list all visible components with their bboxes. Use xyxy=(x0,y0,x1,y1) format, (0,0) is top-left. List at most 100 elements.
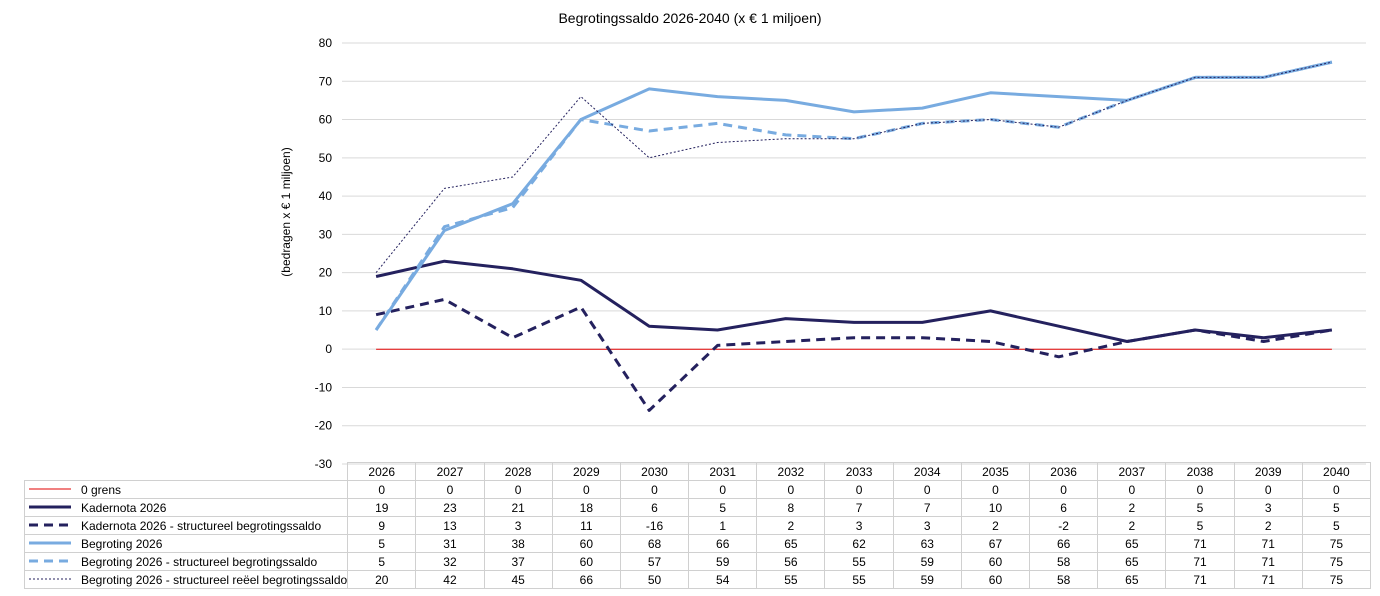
data-label: 5 xyxy=(1165,498,1235,517)
data-label: 0 xyxy=(1029,480,1099,499)
data-label: 0 xyxy=(892,480,962,499)
data-label: 6 xyxy=(619,498,690,517)
legend-swatch xyxy=(29,541,71,545)
table-row: Begroting 2026 - structureel begrotingss… xyxy=(23,552,1371,571)
data-label: 32 xyxy=(415,552,485,571)
data-label: 65 xyxy=(756,534,826,553)
data-label: 68 xyxy=(619,534,690,553)
chart-title: Begrotingssaldo 2026-2040 (x € 1 miljoen… xyxy=(558,10,822,26)
data-label: 6 xyxy=(1029,498,1099,517)
data-label: 31 xyxy=(415,534,485,553)
data-label: 19 xyxy=(347,498,417,517)
y-tick-labels: 80 70 60 50 40 30 20 10 0 -10 -20 -30 xyxy=(315,36,333,471)
data-label: 0 xyxy=(1165,480,1235,499)
gridlines xyxy=(342,42,1366,465)
x-tick-label: 2034 xyxy=(892,462,962,481)
y-tick-label: 60 xyxy=(319,113,333,127)
data-label: 63 xyxy=(892,534,962,553)
x-tick-label: 2033 xyxy=(824,462,894,481)
data-label: 71 xyxy=(1233,570,1303,589)
data-label: 71 xyxy=(1233,534,1303,553)
data-label: 0 xyxy=(688,480,758,499)
data-label: 42 xyxy=(415,570,485,589)
data-label: 60 xyxy=(960,552,1031,571)
y-tick-label: -30 xyxy=(315,457,333,471)
data-label: 9 xyxy=(347,516,417,535)
x-tick-label: 2026 xyxy=(347,462,417,481)
legend-swatch xyxy=(29,578,71,580)
series-line-2 xyxy=(375,297,1333,412)
legend-entry: Begroting 2026 xyxy=(23,534,349,553)
data-label: 0 xyxy=(960,480,1031,499)
x-tick-label: 2029 xyxy=(551,462,621,481)
data-label: 7 xyxy=(824,498,894,517)
legend-entry: 0 grens xyxy=(23,480,349,499)
table-row: Kadernota 2026 - structureel begrotingss… xyxy=(23,516,1371,535)
data-label: 65 xyxy=(1097,534,1167,553)
table-row: 0 grens 0 0 0 0 0 0 0 0 0 0 0 0 0 0 0 xyxy=(23,480,1371,499)
legend-label: Begroting 2026 - structureel begrotingss… xyxy=(81,554,318,569)
data-label: 5 xyxy=(1301,498,1371,517)
data-label: 60 xyxy=(960,570,1031,589)
legend-label: 0 grens xyxy=(81,482,122,497)
data-label: 2 xyxy=(960,516,1031,535)
x-tick-label: 2035 xyxy=(960,462,1031,481)
series-line-4 xyxy=(374,60,1333,331)
table-row: Begroting 2026 5 31 38 60 68 66 65 62 63 67 66 65 71 7… xyxy=(23,534,1371,553)
data-label: 54 xyxy=(688,570,758,589)
data-label: 18 xyxy=(551,498,621,517)
x-tick-label: 2039 xyxy=(1233,462,1303,481)
data-label: 2 xyxy=(1097,498,1167,517)
data-label: 38 xyxy=(483,534,553,553)
legend-swatch xyxy=(29,488,71,490)
data-label: 56 xyxy=(756,552,826,571)
data-label: 0 xyxy=(415,480,485,499)
data-label: 62 xyxy=(824,534,894,553)
legend-label: Begroting 2026 - structureel reëel begro… xyxy=(81,572,348,587)
series-line-5 xyxy=(375,61,1333,273)
legend-label: Begroting 2026 xyxy=(81,536,163,551)
data-label: -2 xyxy=(1029,516,1099,535)
x-tick-label: 2040 xyxy=(1301,462,1371,481)
y-tick-label: 80 xyxy=(319,36,333,50)
legend-swatch xyxy=(29,523,71,527)
data-label: 55 xyxy=(756,570,826,589)
data-label: 0 xyxy=(551,480,621,499)
legend-swatch xyxy=(29,505,71,509)
data-label: 21 xyxy=(483,498,553,517)
data-label: 0 xyxy=(756,480,826,499)
data-label: 0 xyxy=(1097,480,1167,499)
data-label: 13 xyxy=(415,516,485,535)
data-label: 11 xyxy=(551,516,621,535)
table-row: Kadernota 2026 19 23 21 18 6 5 8 7 7 10 6 2 5 3 5 xyxy=(23,498,1371,517)
data-label: 50 xyxy=(619,570,690,589)
data-label: 67 xyxy=(960,534,1031,553)
legend-label: Kadernota 2026 - structureel begrotingss… xyxy=(81,518,322,533)
y-tick-label: -20 xyxy=(315,419,333,433)
legend-entry: Kadernota 2026 xyxy=(23,498,349,517)
data-label: 3 xyxy=(483,516,553,535)
data-label: 59 xyxy=(892,570,962,589)
y-tick-label: 20 xyxy=(319,266,333,280)
data-label: 23 xyxy=(415,498,485,517)
data-label: 75 xyxy=(1301,534,1371,553)
y-tick-label: 40 xyxy=(319,189,333,203)
data-label: 60 xyxy=(551,534,621,553)
x-tick-label: 2038 xyxy=(1165,462,1235,481)
x-tick-label: 2037 xyxy=(1097,462,1167,481)
legend-entry: Kadernota 2026 - structureel begrotingss… xyxy=(23,516,349,535)
data-label: 66 xyxy=(1029,534,1099,553)
data-label: 71 xyxy=(1233,552,1303,571)
data-label: 57 xyxy=(619,552,690,571)
x-tick-label: 2031 xyxy=(688,462,758,481)
data-label: 58 xyxy=(1029,552,1099,571)
data-label: 1 xyxy=(688,516,758,535)
data-label: 66 xyxy=(688,534,758,553)
table-row: Begroting 2026 - structureel reëel begro… xyxy=(23,570,1371,589)
data-label: 65 xyxy=(1097,570,1167,589)
data-label: 5 xyxy=(1165,516,1235,535)
data-label: 2 xyxy=(1233,516,1303,535)
data-label: 20 xyxy=(347,570,417,589)
data-label: 5 xyxy=(688,498,758,517)
data-label: 0 xyxy=(1301,480,1371,499)
